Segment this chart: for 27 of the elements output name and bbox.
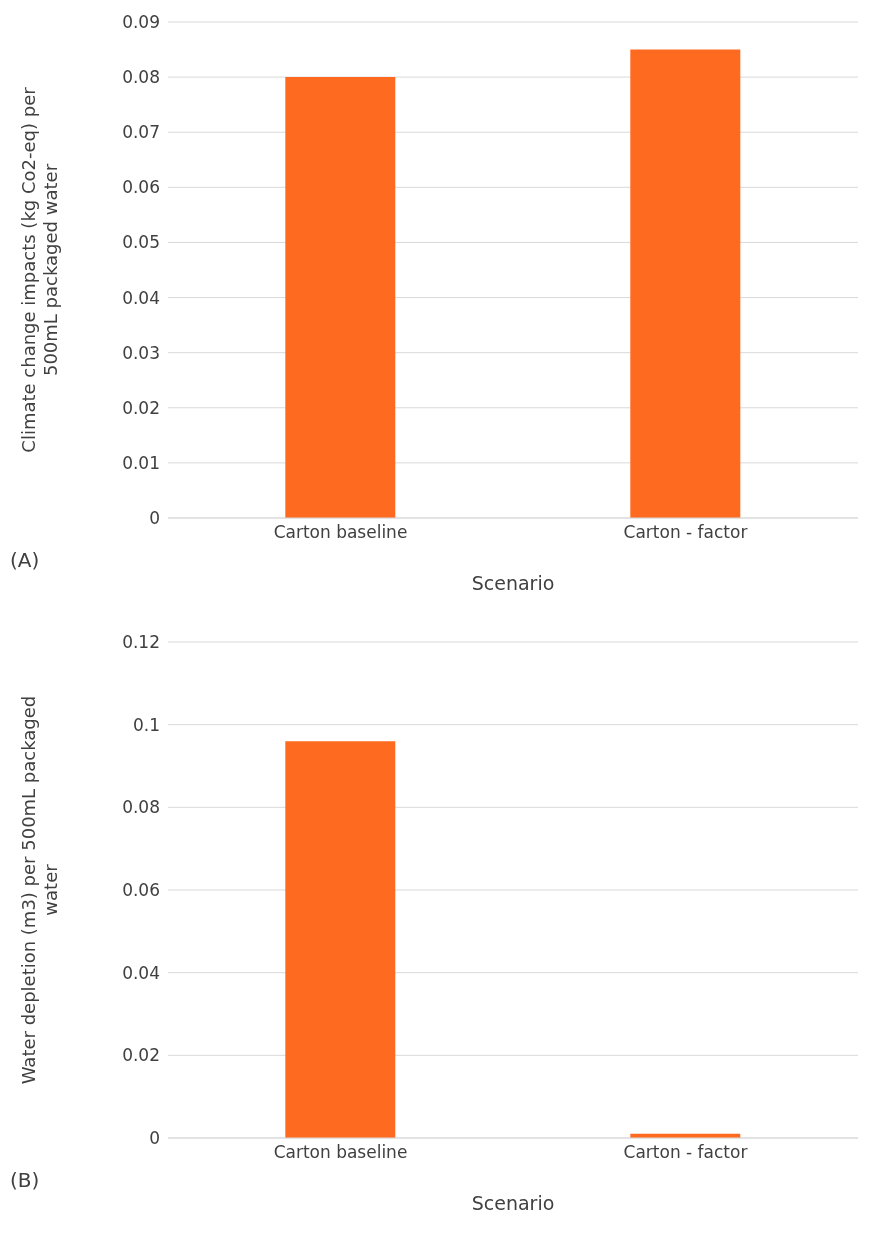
x-axis-title: Scenario: [471, 572, 555, 594]
y-tick-label: 0.06: [122, 177, 160, 198]
y-tick-label: 0.03: [122, 342, 160, 363]
y-tick-label: 0.02: [122, 1045, 160, 1066]
y-tick-label: 0.06: [122, 880, 160, 901]
y-tick-label: 0.01: [122, 452, 160, 473]
y-tick-label: 0.04: [122, 962, 160, 983]
text: (B): [10, 1168, 40, 1192]
y-tick-label: 0.07: [122, 122, 160, 143]
x-tick-label: Carton baseline: [273, 522, 408, 543]
y-tick-label: 0.09: [122, 12, 160, 33]
y-tick-label: 0.04: [122, 287, 160, 308]
y-tick-label: 0.08: [122, 797, 160, 818]
x-tick-label: Carton - factor: [623, 522, 748, 543]
x-tick-label: Carton - factor: [623, 1142, 748, 1163]
y-axis-title: Water depletion (m3) per 500mL packaged water: [18, 695, 61, 1085]
y-tick-label: 0.1: [132, 714, 160, 735]
y-tick-label: 0.08: [122, 67, 160, 88]
x-tick-label: Carton baseline: [273, 1142, 408, 1163]
text: (A): [10, 548, 40, 572]
y-tick-label: 0.02: [122, 397, 160, 418]
y-tick-label: 0: [149, 508, 160, 529]
y-tick-label: 0.05: [122, 232, 160, 253]
y-axis-title: Climate change impacts (kg Co2-eq) per 500mL packaged water: [18, 86, 61, 453]
y-tick-label: 0.12: [122, 632, 160, 653]
x-axis-title: Scenario: [471, 1192, 555, 1214]
y-tick-label: 0: [149, 1128, 160, 1149]
